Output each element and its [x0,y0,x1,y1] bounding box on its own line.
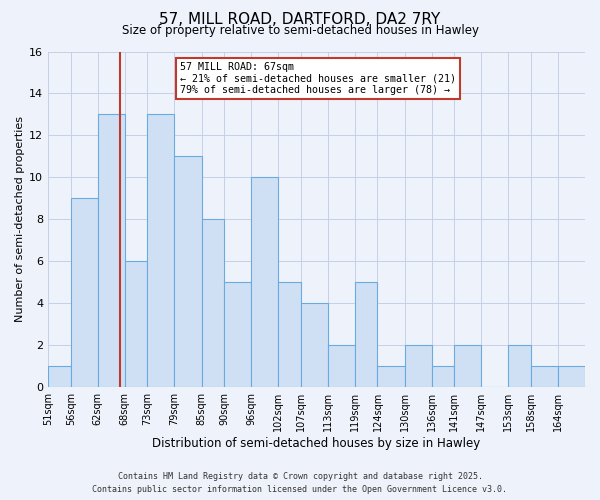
Bar [431,366,454,388]
Bar [328,346,355,388]
Y-axis label: Number of semi-detached properties: Number of semi-detached properties [15,116,25,322]
Bar [224,282,251,388]
Bar [355,282,377,388]
Bar [98,114,125,388]
Bar [508,346,531,388]
Bar [301,304,328,388]
Bar [71,198,98,388]
Bar [531,366,558,388]
Bar [278,282,301,388]
Bar [454,346,481,388]
Bar [558,366,585,388]
Text: Size of property relative to semi-detached houses in Hawley: Size of property relative to semi-detach… [121,24,479,37]
Bar [125,262,148,388]
Text: 57, MILL ROAD, DARTFORD, DA2 7RY: 57, MILL ROAD, DARTFORD, DA2 7RY [160,12,440,28]
Bar [251,178,278,388]
Bar [48,366,71,388]
X-axis label: Distribution of semi-detached houses by size in Hawley: Distribution of semi-detached houses by … [152,437,481,450]
Bar [404,346,431,388]
Bar [148,114,175,388]
Bar [175,156,202,388]
Bar [202,220,224,388]
Text: 57 MILL ROAD: 67sqm
← 21% of semi-detached houses are smaller (21)
79% of semi-d: 57 MILL ROAD: 67sqm ← 21% of semi-detach… [179,62,455,95]
Text: Contains HM Land Registry data © Crown copyright and database right 2025.
Contai: Contains HM Land Registry data © Crown c… [92,472,508,494]
Bar [377,366,404,388]
